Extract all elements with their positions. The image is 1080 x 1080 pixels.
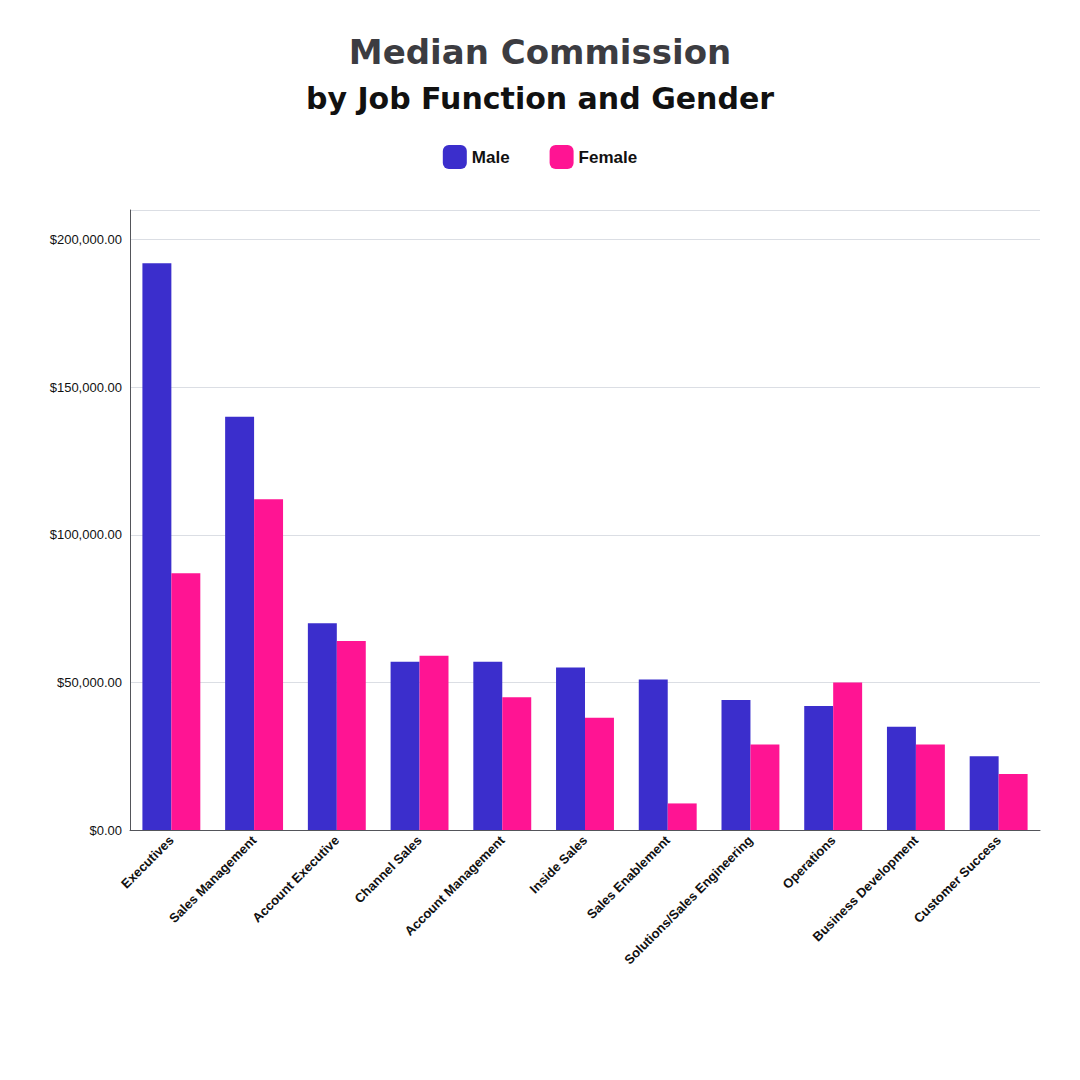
svg-text:Channel Sales: Channel Sales xyxy=(351,833,424,906)
svg-text:Sales Management: Sales Management xyxy=(166,832,260,926)
svg-text:by Job Function and Gender: by Job Function and Gender xyxy=(306,81,774,116)
svg-text:Male: Male xyxy=(472,148,510,167)
svg-text:Sales Enablement: Sales Enablement xyxy=(584,832,674,922)
svg-text:Median Commission: Median Commission xyxy=(349,32,731,72)
svg-text:$150,000.00: $150,000.00 xyxy=(50,380,122,395)
svg-text:$100,000.00: $100,000.00 xyxy=(50,527,122,542)
svg-text:Solutions/Sales Engineering: Solutions/Sales Engineering xyxy=(621,833,756,968)
svg-text:Female: Female xyxy=(579,148,638,167)
svg-text:Executives: Executives xyxy=(118,833,177,892)
svg-text:$50,000.00: $50,000.00 xyxy=(57,675,122,690)
svg-text:Account Executive: Account Executive xyxy=(249,833,342,926)
svg-text:Inside Sales: Inside Sales xyxy=(527,833,591,897)
svg-text:Operations: Operations xyxy=(779,833,838,892)
svg-text:Customer Success: Customer Success xyxy=(911,833,1004,926)
svg-text:$200,000.00: $200,000.00 xyxy=(50,232,122,247)
svg-text:$0.00: $0.00 xyxy=(89,823,122,838)
svg-text:Account Management: Account Management xyxy=(402,832,508,938)
svg-text:Business Development: Business Development xyxy=(810,832,922,944)
